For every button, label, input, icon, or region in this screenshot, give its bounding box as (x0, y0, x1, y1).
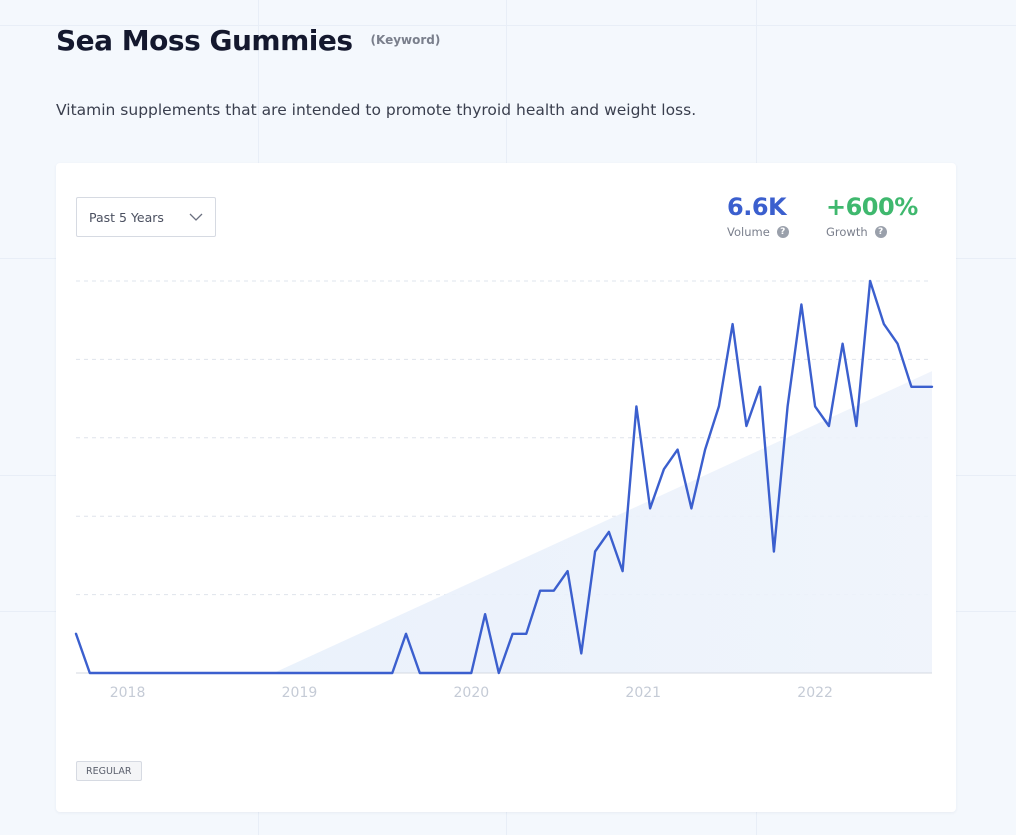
keyword-tag: (Keyword) (370, 33, 441, 47)
growth-label: Growth (826, 225, 868, 239)
volume-value: 6.6K (727, 193, 787, 221)
volume-label: Volume (727, 225, 770, 239)
time-range-label: Past 5 Years (89, 209, 164, 225)
volume-stat: 6.6K Volume ? (727, 193, 789, 239)
x-tick-label: 2022 (797, 685, 833, 701)
x-tick-label: 2019 (282, 685, 318, 701)
x-tick-label: 2018 (110, 685, 146, 701)
page-header: Sea Moss Gummies (Keyword) (56, 24, 440, 57)
growth-help-icon[interactable]: ? (874, 226, 887, 238)
growth-value: +600% (826, 193, 918, 221)
time-range-select[interactable]: Past 5 Years (76, 197, 216, 237)
x-tick-label: 2020 (454, 685, 490, 701)
trend-area (273, 371, 933, 673)
page-description: Vitamin supplements that are intended to… (56, 101, 697, 119)
trend-chart: 2018 2019 2020 2021 2022 (74, 279, 934, 701)
trend-card: Past 5 Years 6.6K Volume ? +600% Growth … (56, 163, 956, 812)
growth-stat: +600% Growth ? (826, 193, 918, 239)
page-title: Sea Moss Gummies (56, 24, 353, 57)
category-badge: REGULAR (76, 761, 142, 781)
x-tick-label: 2021 (625, 685, 661, 701)
chevron-down-icon (189, 213, 203, 221)
volume-help-icon[interactable]: ? (776, 226, 789, 238)
series-line (74, 279, 934, 675)
